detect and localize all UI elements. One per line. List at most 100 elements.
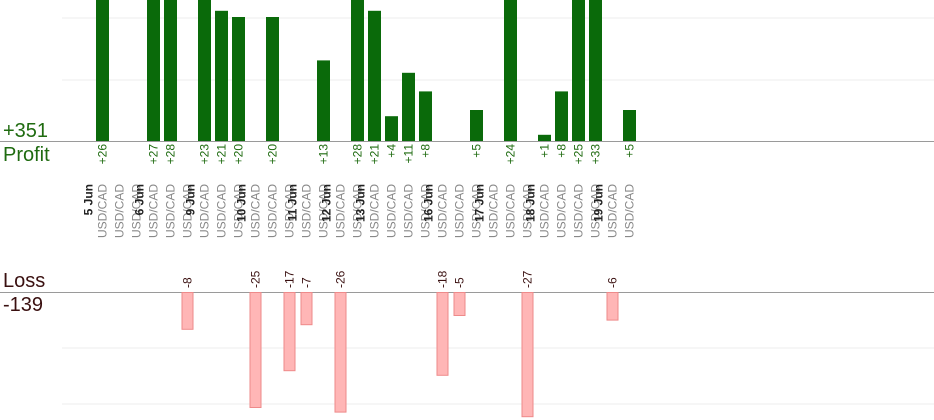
pair-tick-label: USD/CAD	[181, 184, 195, 238]
pair-tick-label: USD/CAD	[487, 184, 501, 238]
pair-tick-label: USD/CAD	[589, 184, 603, 238]
pair-tick-label: USD/CAD	[232, 184, 246, 238]
loss-bar	[334, 292, 347, 413]
loss-data-label: -25	[249, 270, 263, 288]
profit-bar	[623, 110, 636, 141]
profit-data-label: +21	[215, 144, 229, 165]
profit-data-label: +21	[368, 144, 382, 165]
profit-bar	[555, 91, 568, 141]
loss-bar	[521, 292, 534, 418]
loss-data-label: -18	[436, 270, 450, 288]
profit-data-label: +20	[266, 144, 280, 165]
pair-tick-label: USD/CAD	[351, 184, 365, 238]
profit-data-label: +8	[555, 144, 569, 158]
profit-bar	[504, 0, 517, 141]
profit-bar	[589, 0, 602, 141]
pair-tick-label: USD/CAD	[147, 184, 161, 238]
pair-tick-label: USD/CAD	[164, 184, 178, 238]
loss-bar	[606, 292, 619, 321]
loss-bar	[249, 292, 262, 408]
pair-tick-label: USD/CAD	[402, 184, 416, 238]
profit-data-label: +13	[317, 144, 331, 165]
date-tick-label: 12 Jun	[320, 184, 334, 222]
profit-bar	[385, 116, 398, 141]
profit-data-label: +27	[147, 144, 161, 165]
loss-data-label: -8	[181, 277, 195, 288]
profit-bar	[96, 0, 109, 141]
pair-tick-label: USD/CAD	[606, 184, 620, 238]
pair-tick-label: USD/CAD	[504, 184, 518, 238]
profit-data-label: +25	[572, 144, 586, 165]
profit-data-label: +20	[232, 144, 246, 165]
profit-bar	[147, 0, 160, 141]
pair-tick-label: USD/CAD	[538, 184, 552, 238]
profit-bar	[198, 0, 211, 141]
loss-bar	[181, 292, 194, 330]
pair-tick-label: USD/CAD	[96, 184, 110, 238]
loss-bar	[300, 292, 313, 326]
profit-label: Profit	[3, 144, 50, 166]
profit-data-label: +8	[419, 144, 433, 158]
pair-tick-label: USD/CAD	[436, 184, 450, 238]
loss-bar	[453, 292, 466, 316]
profit-bar	[572, 0, 585, 141]
date-tick-label: 13 Jun	[354, 184, 368, 222]
date-tick-label: 17 Jun	[473, 184, 487, 222]
profit-bar	[419, 91, 432, 141]
pair-tick-label: USD/CAD	[623, 184, 637, 238]
date-tick-label: 11 Jun	[286, 184, 300, 221]
loss-data-label: -17	[283, 270, 297, 288]
pair-tick-label: USD/CAD	[300, 184, 314, 238]
pair-tick-label: USD/CAD	[368, 184, 382, 238]
profit-bar	[317, 60, 330, 141]
pair-tick-label: USD/CAD	[385, 184, 399, 238]
profit-bar	[470, 110, 483, 141]
loss-data-label: -7	[300, 277, 314, 288]
date-tick-label: 18 Jun	[524, 184, 538, 222]
pair-tick-label: USD/CAD	[521, 184, 535, 238]
profit-bar	[402, 72, 415, 141]
loss-total: -139	[3, 294, 44, 316]
profit-data-label: +5	[623, 144, 637, 158]
profit-data-label: +5	[470, 144, 484, 158]
pair-tick-label: USD/CAD	[283, 184, 297, 238]
pair-tick-label: USD/CAD	[198, 184, 212, 238]
loss-bar	[436, 292, 449, 376]
pair-tick-label: USD/CAD	[317, 184, 331, 238]
loss-data-label: -27	[521, 270, 535, 288]
date-tick-label: 6 Jun	[133, 184, 147, 215]
profit-data-label: +1	[538, 144, 552, 158]
pair-tick-label: USD/CAD	[215, 184, 229, 238]
profit-data-label: +28	[351, 144, 365, 165]
profit-bar	[351, 0, 364, 141]
profit-bar	[215, 10, 228, 141]
profit-data-label: +26	[96, 144, 110, 165]
profit-bar	[232, 17, 245, 141]
loss-data-label: -5	[453, 277, 467, 288]
date-tick-label: 9 Jun	[184, 184, 198, 215]
loss-bar	[283, 292, 296, 372]
pair-tick-label: USD/CAD	[419, 184, 433, 238]
pair-tick-label: USD/CAD	[555, 184, 569, 238]
profit-bar	[266, 17, 279, 141]
pair-tick-label: USD/CAD	[470, 184, 484, 238]
pair-tick-label: USD/CAD	[572, 184, 586, 238]
profit-data-label: +23	[198, 144, 212, 165]
profit-data-label: +24	[504, 144, 518, 165]
loss-data-label: -26	[334, 270, 348, 288]
profit-bar	[164, 0, 177, 141]
pair-tick-label: USD/CAD	[130, 184, 144, 238]
date-tick-label: 10 Jun	[235, 184, 249, 222]
profit-data-label: +4	[385, 144, 399, 158]
pair-tick-label: USD/CAD	[249, 184, 263, 238]
profit-bar	[538, 134, 551, 141]
loss-data-label: -6	[606, 277, 620, 288]
pair-tick-label: USD/CAD	[266, 184, 280, 238]
profit-total: +351	[3, 120, 49, 142]
profit-data-label: +28	[164, 144, 178, 165]
loss-label: Loss	[3, 270, 46, 292]
pair-tick-label: USD/CAD	[334, 184, 348, 238]
profit-data-label: +33	[589, 144, 603, 165]
date-tick-label: 19 Jun	[592, 184, 606, 222]
